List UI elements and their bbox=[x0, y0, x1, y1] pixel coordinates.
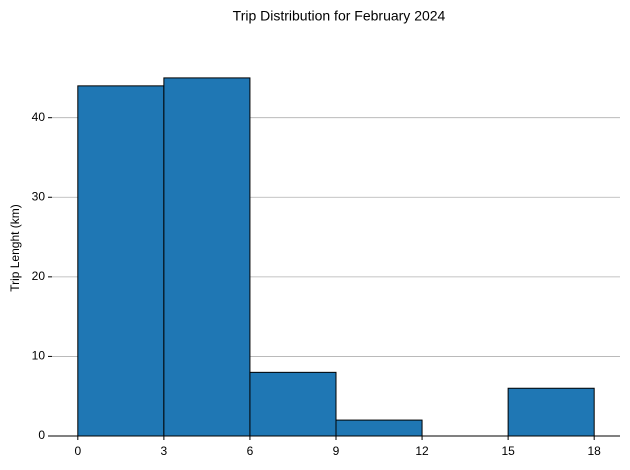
y-tick-label: 10 bbox=[32, 349, 46, 363]
bar bbox=[77, 85, 165, 437]
x-tick-label: 0 bbox=[74, 444, 81, 458]
y-tick-label: 20 bbox=[32, 269, 46, 283]
x-tick-label: 12 bbox=[415, 444, 429, 458]
y-axis-label: Trip Lenght (km) bbox=[8, 204, 22, 292]
bar bbox=[249, 371, 337, 437]
x-tick-label: 18 bbox=[588, 444, 602, 458]
chart-title: Trip Distribution for February 2024 bbox=[233, 8, 446, 24]
x-tick-label: 3 bbox=[161, 444, 168, 458]
bar bbox=[163, 77, 251, 437]
x-tick-label: 15 bbox=[501, 444, 515, 458]
bar bbox=[507, 387, 595, 437]
x-tick-label: 6 bbox=[247, 444, 254, 458]
y-tick-label: 30 bbox=[32, 189, 46, 203]
y-tick-label: 40 bbox=[32, 110, 46, 124]
y-tick-label: 0 bbox=[38, 428, 45, 442]
x-tick-label: 9 bbox=[333, 444, 340, 458]
bar bbox=[335, 419, 423, 437]
